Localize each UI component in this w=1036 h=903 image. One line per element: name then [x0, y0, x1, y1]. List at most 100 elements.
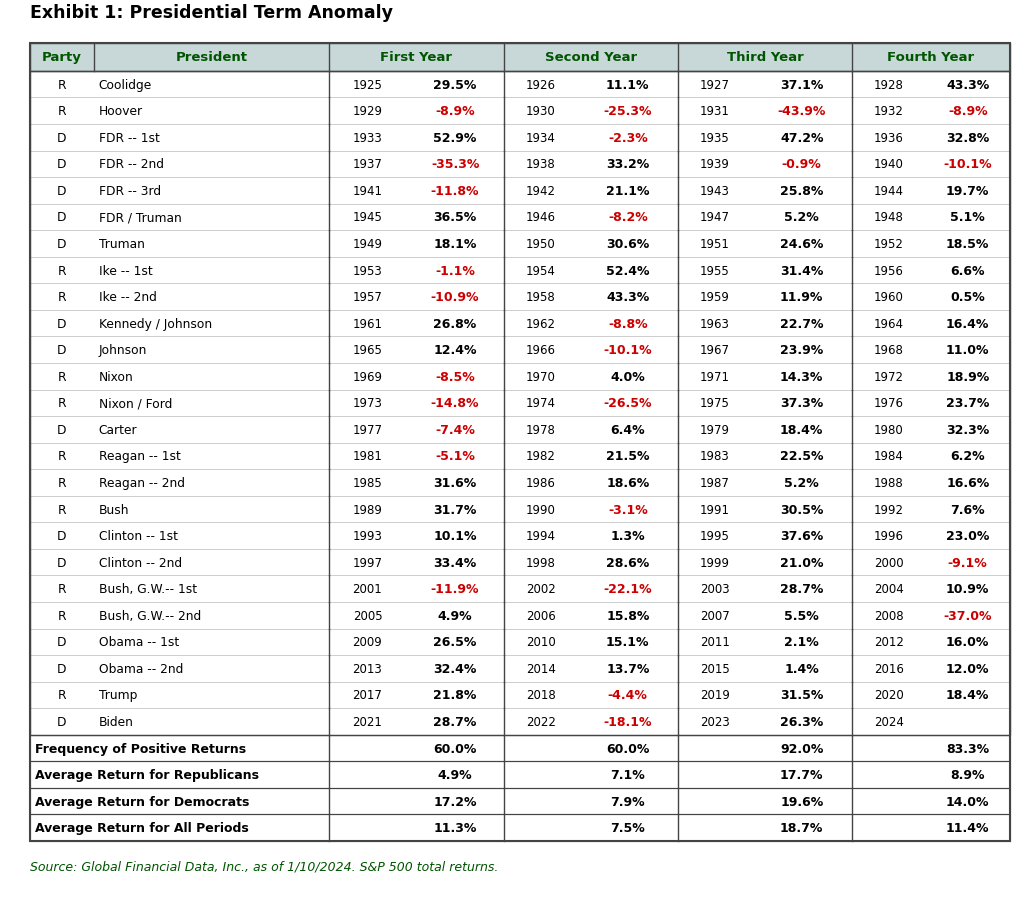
Text: 1976: 1976	[873, 397, 903, 410]
Text: Fourth Year: Fourth Year	[888, 51, 975, 64]
Bar	[30, 709, 1010, 735]
Text: -8.8%: -8.8%	[608, 317, 648, 330]
Text: 1973: 1973	[352, 397, 382, 410]
Text: 11.3%: 11.3%	[433, 822, 477, 834]
Text: 37.3%: 37.3%	[780, 397, 824, 410]
Bar	[30, 443, 1010, 470]
Text: 60.0%: 60.0%	[606, 741, 650, 755]
Text: 1979: 1979	[699, 424, 729, 436]
Text: D: D	[57, 185, 66, 198]
Text: 25.8%: 25.8%	[780, 185, 824, 198]
Text: -11.9%: -11.9%	[431, 582, 480, 596]
Bar	[30, 337, 1010, 364]
Text: 6.6%: 6.6%	[950, 265, 985, 277]
Text: 31.6%: 31.6%	[433, 477, 477, 489]
Bar	[30, 761, 1010, 788]
Text: 1942: 1942	[526, 185, 556, 198]
Text: 18.9%: 18.9%	[946, 370, 989, 384]
Text: -14.8%: -14.8%	[431, 397, 480, 410]
Text: 5.2%: 5.2%	[784, 211, 819, 224]
Text: 2016: 2016	[873, 662, 903, 675]
Text: 1972: 1972	[873, 370, 903, 384]
Text: 1944: 1944	[873, 185, 903, 198]
Text: 1969: 1969	[352, 370, 382, 384]
Text: 2007: 2007	[700, 610, 729, 622]
Text: 22.5%: 22.5%	[780, 450, 824, 463]
Text: 37.1%: 37.1%	[780, 79, 824, 91]
Text: 14.3%: 14.3%	[780, 370, 824, 384]
Text: -43.9%: -43.9%	[778, 105, 826, 118]
Text: 1978: 1978	[526, 424, 555, 436]
Text: 1941: 1941	[352, 185, 382, 198]
Text: -10.1%: -10.1%	[604, 344, 652, 357]
Text: 7.9%: 7.9%	[610, 795, 645, 808]
Text: D: D	[57, 662, 66, 675]
Text: Average Return for All Periods: Average Return for All Periods	[35, 822, 249, 834]
Text: 12.0%: 12.0%	[946, 662, 989, 675]
Text: 18.4%: 18.4%	[946, 689, 989, 702]
Text: 21.1%: 21.1%	[606, 185, 650, 198]
Text: -5.1%: -5.1%	[435, 450, 476, 463]
Text: 1975: 1975	[700, 397, 729, 410]
Text: 83.3%: 83.3%	[946, 741, 989, 755]
Text: 31.7%: 31.7%	[433, 503, 477, 516]
Bar	[30, 44, 1010, 72]
Bar	[30, 735, 1010, 761]
Text: 11.1%: 11.1%	[606, 79, 650, 91]
Text: 1996: 1996	[873, 529, 903, 543]
Text: 21.5%: 21.5%	[606, 450, 650, 463]
Text: 2014: 2014	[526, 662, 555, 675]
Text: 18.4%: 18.4%	[780, 424, 824, 436]
Bar	[30, 788, 1010, 815]
Text: R: R	[58, 397, 66, 410]
Text: 33.4%: 33.4%	[433, 556, 477, 569]
Bar	[30, 311, 1010, 337]
Text: 1940: 1940	[873, 158, 903, 172]
Text: Hoover: Hoover	[98, 105, 143, 118]
Text: 23.9%: 23.9%	[780, 344, 824, 357]
Text: R: R	[58, 79, 66, 91]
Text: -10.9%: -10.9%	[431, 291, 480, 303]
Bar	[30, 682, 1010, 709]
Text: -8.5%: -8.5%	[435, 370, 474, 384]
Text: 1928: 1928	[873, 79, 903, 91]
Text: 1.4%: 1.4%	[784, 662, 819, 675]
Text: -0.9%: -0.9%	[782, 158, 822, 172]
Text: 26.8%: 26.8%	[433, 317, 477, 330]
Text: 16.4%: 16.4%	[946, 317, 989, 330]
Text: 92.0%: 92.0%	[780, 741, 824, 755]
Text: 1946: 1946	[526, 211, 556, 224]
Bar	[30, 656, 1010, 682]
Text: D: D	[57, 237, 66, 251]
Text: President: President	[175, 51, 248, 64]
Text: Ike -- 2nd: Ike -- 2nd	[98, 291, 156, 303]
Bar	[30, 204, 1010, 231]
Text: -2.3%: -2.3%	[608, 132, 648, 144]
Bar	[30, 735, 1010, 761]
Text: 1980: 1980	[873, 424, 903, 436]
Text: 1955: 1955	[700, 265, 729, 277]
Text: 1989: 1989	[352, 503, 382, 516]
Text: 11.4%: 11.4%	[946, 822, 989, 834]
Text: Bush, G.W.-- 1st: Bush, G.W.-- 1st	[98, 582, 197, 596]
Text: D: D	[57, 424, 66, 436]
Text: 47.2%: 47.2%	[780, 132, 824, 144]
Text: 26.3%: 26.3%	[780, 715, 824, 728]
Text: 52.9%: 52.9%	[433, 132, 477, 144]
Bar	[30, 628, 1010, 656]
Text: 11.9%: 11.9%	[780, 291, 824, 303]
Text: 2019: 2019	[700, 689, 729, 702]
Text: Bush, G.W.-- 2nd: Bush, G.W.-- 2nd	[98, 610, 201, 622]
Text: 2000: 2000	[874, 556, 903, 569]
Text: D: D	[57, 132, 66, 144]
Text: 1949: 1949	[352, 237, 382, 251]
Text: 24.6%: 24.6%	[780, 237, 824, 251]
Text: FDR -- 1st: FDR -- 1st	[98, 132, 160, 144]
Text: R: R	[58, 582, 66, 596]
Text: 19.6%: 19.6%	[780, 795, 824, 808]
Bar	[30, 44, 1010, 72]
Text: 1983: 1983	[700, 450, 729, 463]
Text: 0.5%: 0.5%	[950, 291, 985, 303]
Text: 2005: 2005	[352, 610, 382, 622]
Text: 31.5%: 31.5%	[780, 689, 824, 702]
